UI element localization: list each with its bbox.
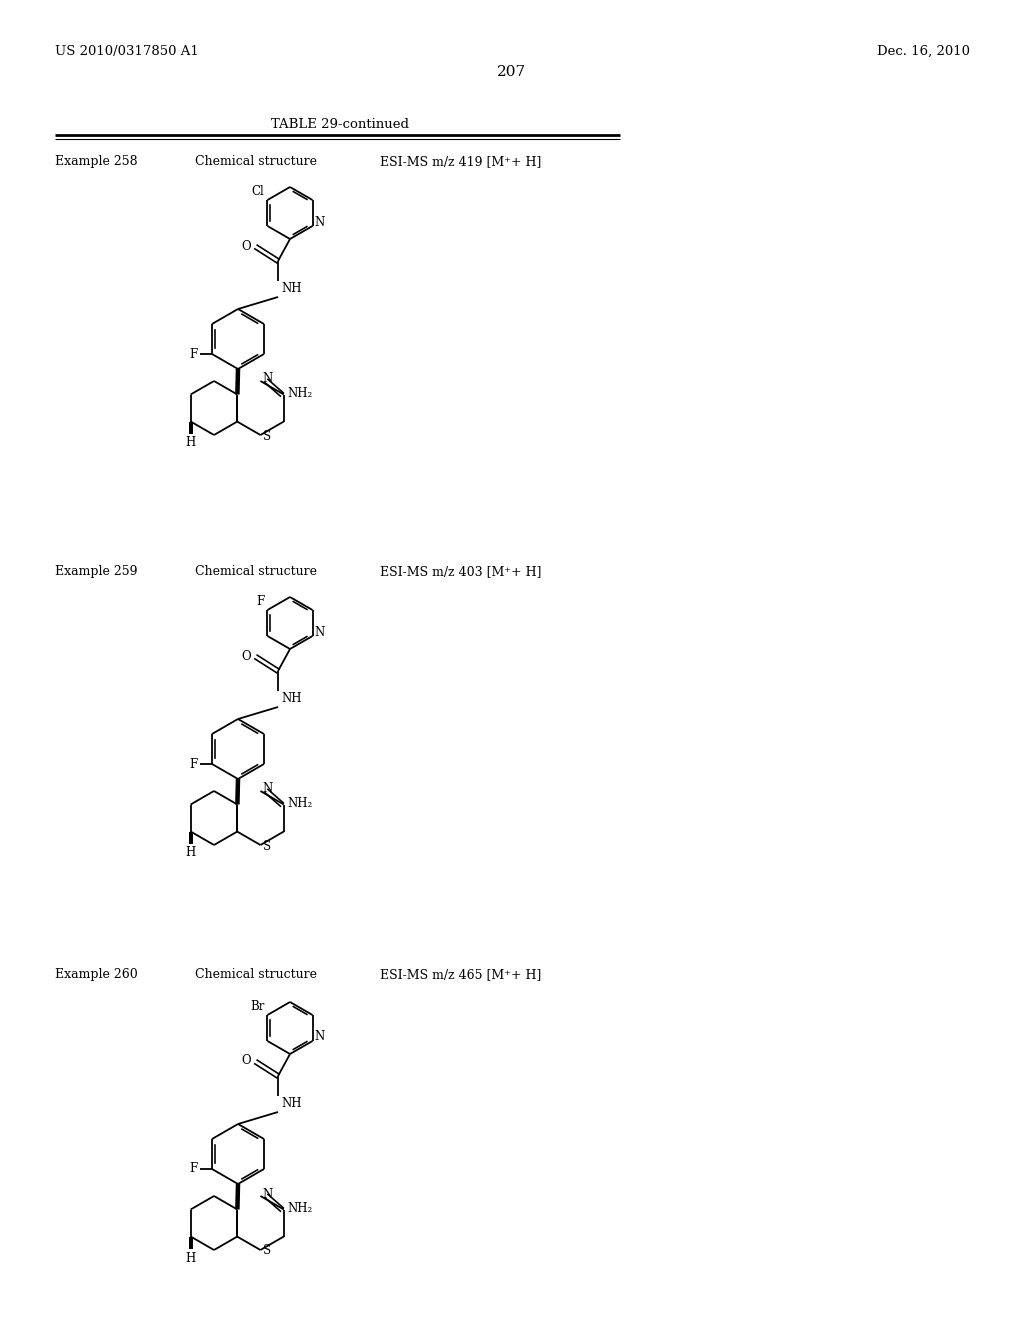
Text: Cl: Cl — [252, 185, 264, 198]
Text: US 2010/0317850 A1: US 2010/0317850 A1 — [55, 45, 199, 58]
Text: NH: NH — [281, 692, 301, 705]
Text: Br: Br — [250, 1001, 264, 1012]
Text: O: O — [242, 1055, 251, 1068]
Text: Dec. 16, 2010: Dec. 16, 2010 — [877, 45, 970, 58]
Text: F: F — [189, 758, 198, 771]
Text: Chemical structure: Chemical structure — [195, 968, 317, 981]
Text: H: H — [185, 846, 196, 859]
Text: F: F — [189, 347, 198, 360]
Text: Example 260: Example 260 — [55, 968, 138, 981]
Text: N: N — [314, 626, 325, 639]
Text: NH₂: NH₂ — [288, 387, 313, 400]
Text: S: S — [263, 1245, 271, 1258]
Text: ESI-MS m/z 403 [M⁺+ H]: ESI-MS m/z 403 [M⁺+ H] — [380, 565, 542, 578]
Text: NH: NH — [281, 1097, 301, 1110]
Text: N: N — [262, 783, 272, 796]
Text: N: N — [262, 1188, 272, 1200]
Text: NH₂: NH₂ — [288, 797, 313, 810]
Text: Example 258: Example 258 — [55, 154, 137, 168]
Text: N: N — [314, 1031, 325, 1044]
Text: Chemical structure: Chemical structure — [195, 154, 317, 168]
Text: F: F — [256, 595, 264, 609]
Text: H: H — [185, 1251, 196, 1265]
Text: ESI-MS m/z 465 [M⁺+ H]: ESI-MS m/z 465 [M⁺+ H] — [380, 968, 542, 981]
Text: N: N — [262, 372, 272, 385]
Text: F: F — [189, 1163, 198, 1176]
Text: S: S — [263, 429, 271, 442]
Text: NH: NH — [281, 282, 301, 294]
Text: 207: 207 — [498, 65, 526, 79]
Text: NH₂: NH₂ — [288, 1203, 313, 1214]
Text: O: O — [242, 239, 251, 252]
Text: O: O — [242, 649, 251, 663]
Text: Chemical structure: Chemical structure — [195, 565, 317, 578]
Text: S: S — [263, 840, 271, 853]
Text: ESI-MS m/z 419 [M⁺+ H]: ESI-MS m/z 419 [M⁺+ H] — [380, 154, 542, 168]
Text: Example 259: Example 259 — [55, 565, 137, 578]
Text: TABLE 29-continued: TABLE 29-continued — [271, 117, 409, 131]
Text: H: H — [185, 437, 196, 450]
Text: N: N — [314, 215, 325, 228]
